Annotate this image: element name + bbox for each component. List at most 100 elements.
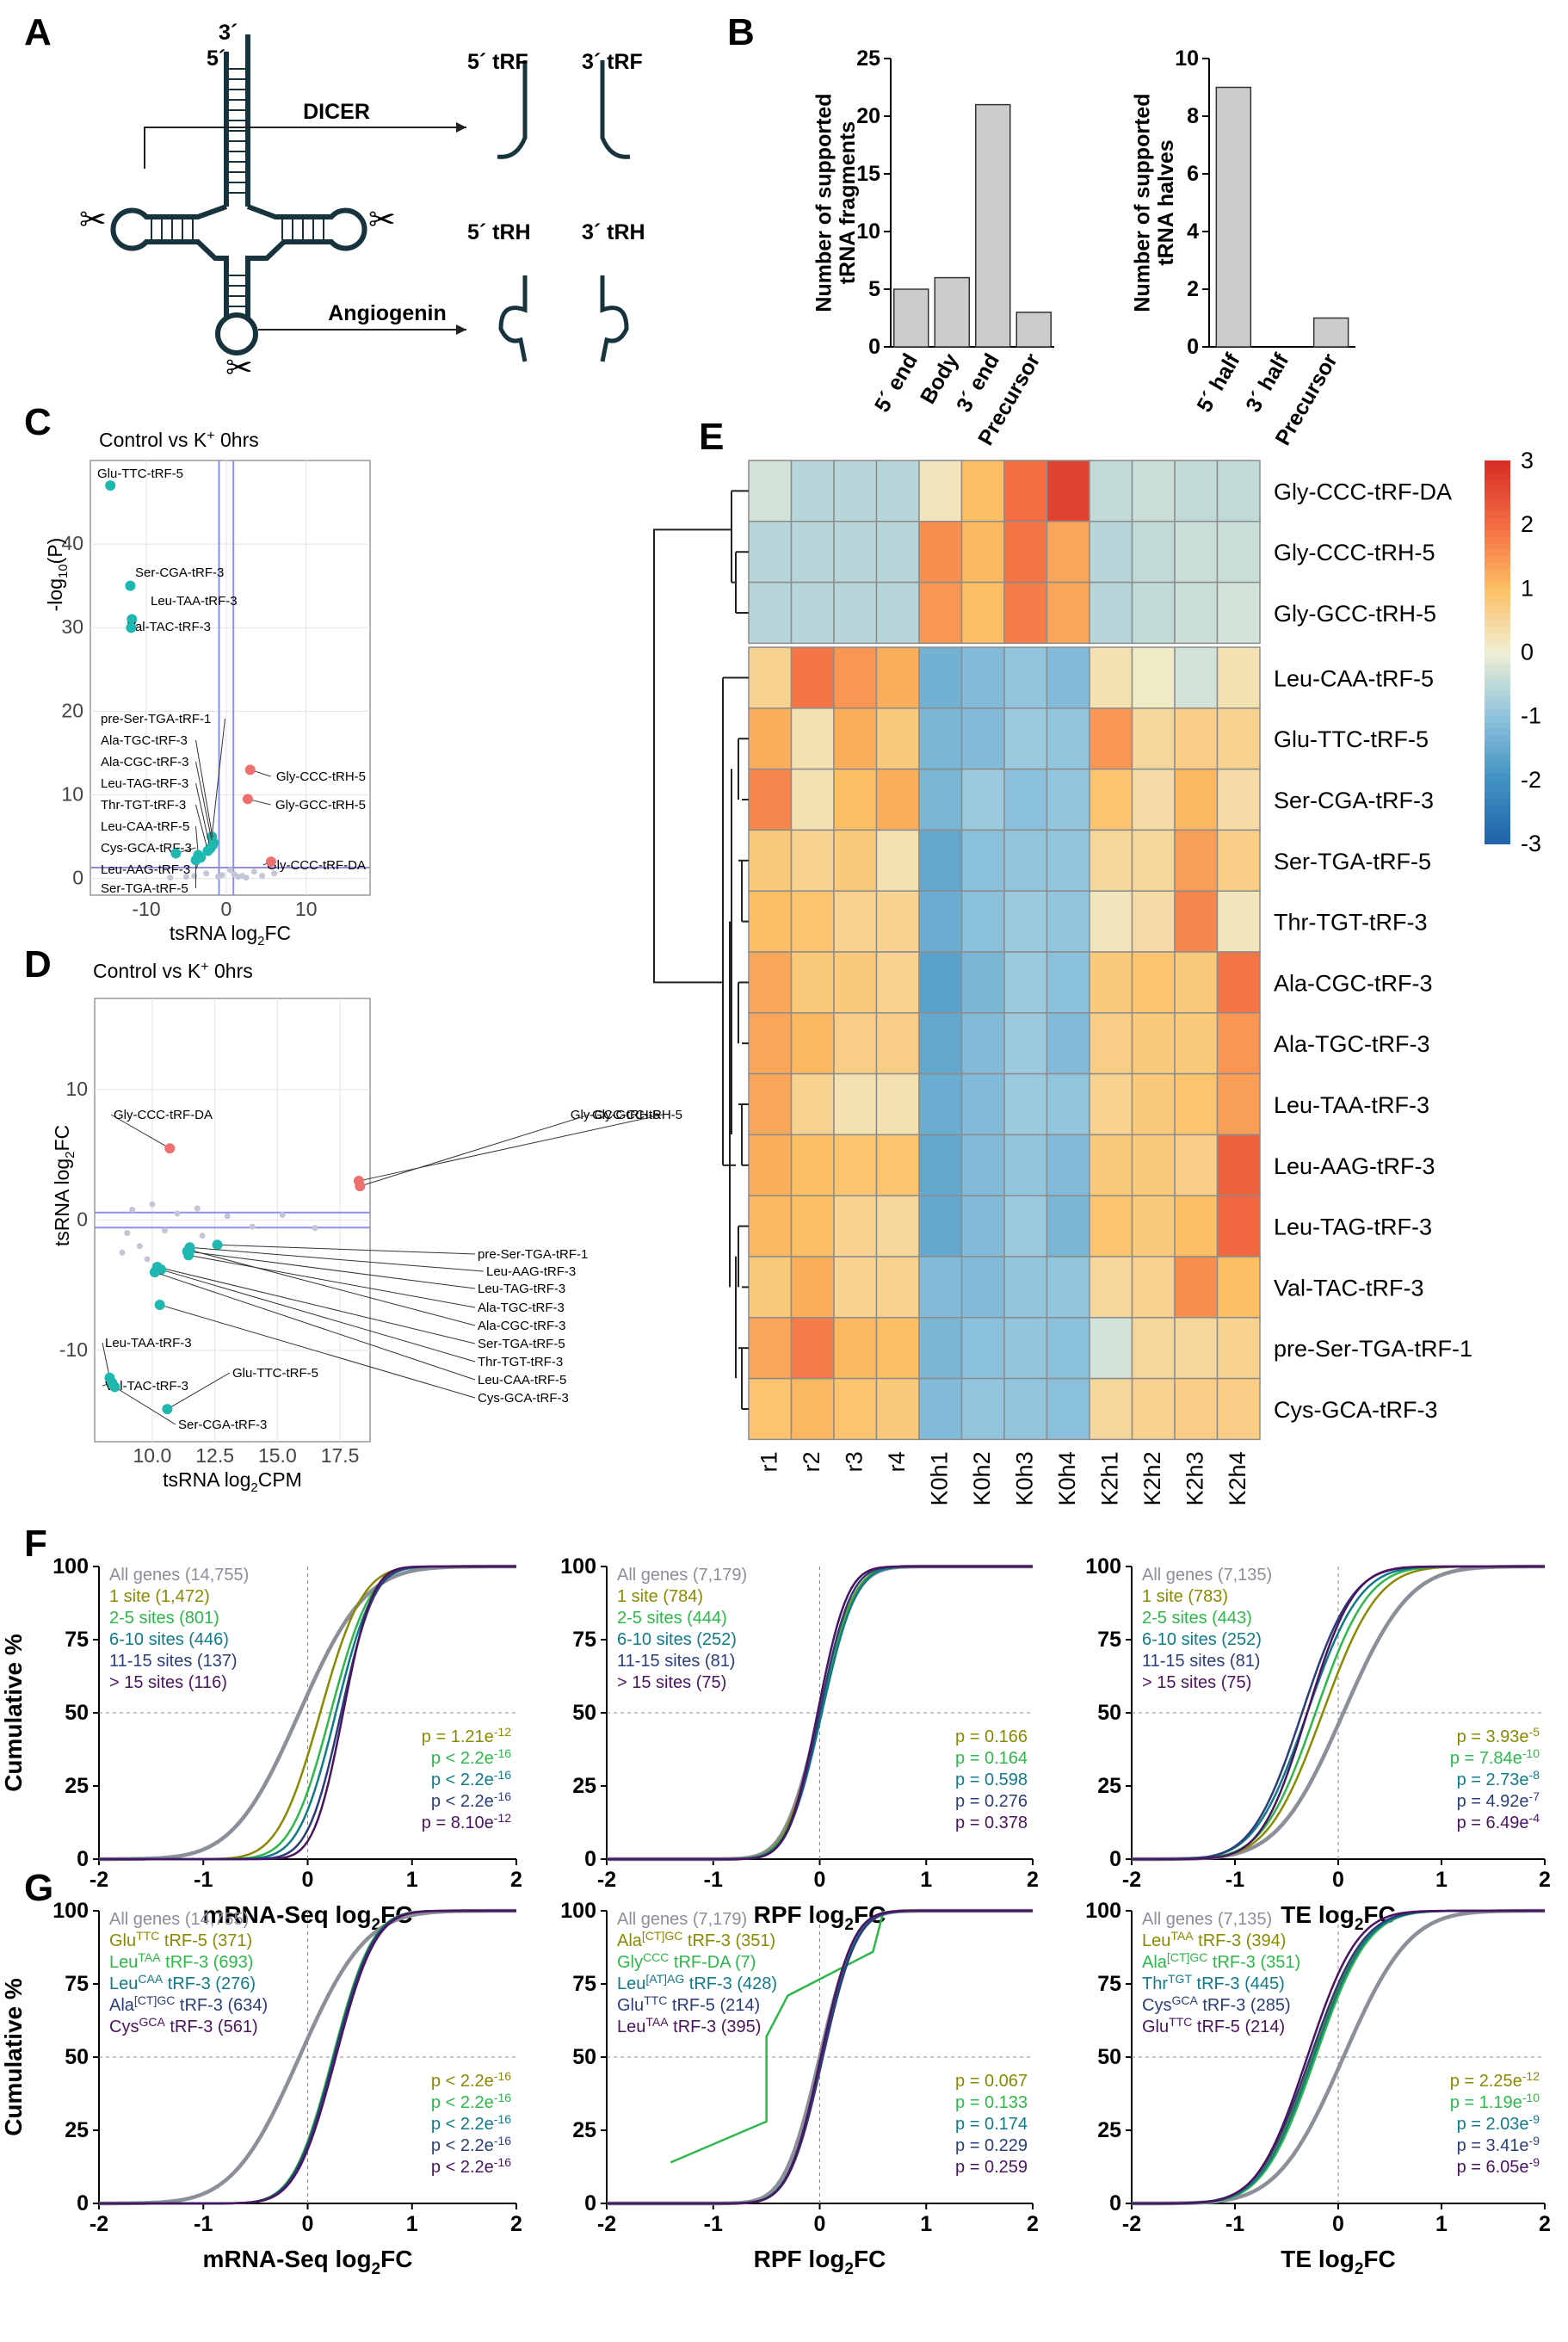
x-tick-label: -2 — [597, 1868, 616, 1892]
leader-line — [189, 1249, 476, 1326]
x-tick-label: -1 — [704, 1868, 723, 1892]
x-tick-label: 2 — [1539, 2212, 1551, 2236]
panel-label-e: E — [699, 416, 724, 458]
data-point — [164, 1143, 176, 1154]
scale-swatch — [1485, 664, 1510, 672]
heatmap-cell — [1089, 708, 1133, 770]
heatmap-cell — [1131, 1012, 1176, 1075]
heatmap-cell — [1131, 521, 1176, 584]
point-label: Cys-GCA-tRF-3 — [478, 1391, 569, 1406]
p-value: p = 1.19e-10 — [1450, 2091, 1540, 2112]
legend-entry: 11-15 sites (137) — [109, 1652, 238, 1671]
y-tick-label: 75 — [572, 1972, 596, 1996]
point-label: Gly-GCC-tRH-5 — [592, 1108, 682, 1122]
heatmap-cell — [790, 1377, 835, 1441]
p-value: p = 0.174 — [955, 2115, 1028, 2134]
heatmap-cell — [833, 1195, 878, 1258]
heatmap-cell — [875, 581, 920, 645]
y-tick-label: 6 — [1187, 162, 1199, 186]
dendrogram-branch — [653, 528, 732, 984]
point-label: Cys-GCA-tRF-3 — [101, 841, 192, 856]
data-point — [129, 1206, 136, 1213]
row-label: Leu-AAG-tRF-3 — [1274, 1153, 1435, 1179]
y-tick-label: 25 — [572, 2118, 596, 2142]
scale-swatch — [1485, 773, 1510, 781]
scale-swatch — [1485, 549, 1510, 558]
scale-swatch — [1485, 824, 1510, 832]
y-tick-label: 0 — [868, 335, 880, 359]
data-point — [124, 1230, 131, 1237]
x-tick-label: -2 — [1122, 2212, 1141, 2236]
leader-line — [188, 1254, 476, 1308]
data-point — [162, 1404, 173, 1415]
point-label: Leu-TAA-tRF-3 — [105, 1336, 192, 1350]
heatmap-cell — [1216, 1134, 1261, 1196]
y-tick-label: 50 — [65, 1701, 89, 1725]
heatmap-cell — [833, 646, 878, 709]
heatmap-cell — [960, 890, 1005, 953]
heatmap-cell — [1046, 521, 1090, 584]
data-point — [355, 1181, 366, 1192]
heatmap-cell — [1046, 708, 1090, 770]
heatmap-cell — [918, 890, 963, 953]
data-point — [249, 1223, 256, 1230]
heatmap-cell — [1046, 768, 1090, 831]
heatmap-cell — [960, 521, 1005, 584]
y-tick-label: 75 — [572, 1628, 596, 1652]
x-tick-label: 2 — [1539, 1868, 1551, 1892]
scale-swatch — [1485, 479, 1510, 487]
data-point — [224, 1213, 231, 1220]
scissors-icon: ✂ — [79, 202, 107, 238]
heatmap-cell — [1174, 521, 1219, 584]
heatmap-cell — [748, 890, 793, 953]
heatmap-cell — [918, 460, 963, 522]
legend-entry: 1 site (783) — [1142, 1587, 1228, 1606]
bar — [1312, 317, 1349, 348]
data-point — [105, 480, 116, 491]
heatmap-cell — [960, 951, 1005, 1014]
heatmap-cell — [875, 460, 920, 522]
heatmap-cell — [790, 1072, 835, 1136]
scale-swatch — [1485, 620, 1510, 627]
p-value: p < 2.2e-16 — [431, 1789, 511, 1811]
p-value: p = 0.067 — [955, 2072, 1028, 2091]
y-tick-label: 100 — [560, 1899, 596, 1923]
leader-line — [167, 1372, 231, 1410]
stem-rungs — [151, 68, 324, 307]
heatmap-cell — [918, 581, 963, 645]
heatmap-cell — [918, 768, 963, 831]
y-tick-label: 100 — [1085, 1899, 1121, 1923]
x-tick-label: -1 — [1225, 2212, 1244, 2236]
heatmap-cell — [833, 768, 878, 831]
heatmap-cell — [1174, 460, 1219, 522]
heatmap-cell — [918, 646, 963, 709]
heatmap-cell — [875, 829, 920, 892]
y-tick-label: 0 — [1109, 1847, 1121, 1871]
fragment-icons — [497, 60, 631, 362]
legend-entry: 6-10 sites (252) — [617, 1630, 737, 1649]
row-label: Ser-TGA-tRF-5 — [1274, 849, 1431, 874]
col-label: K2h4 — [1225, 1451, 1250, 1505]
data-point — [202, 845, 213, 856]
scale-swatch — [1485, 575, 1510, 583]
heatmap-cell — [1003, 768, 1048, 831]
heatmap-cell — [1046, 460, 1090, 522]
heatmap-cell — [1131, 460, 1176, 522]
scale-swatch — [1485, 594, 1510, 602]
legend-entry: 2-5 sites (444) — [617, 1609, 727, 1628]
heatmap-cell — [748, 646, 793, 709]
y-axis-label: Number of supportedtRNA fragments — [812, 93, 861, 312]
scale-tick: -3 — [1521, 831, 1541, 856]
data-point — [126, 622, 137, 633]
leader-line — [360, 1114, 590, 1187]
x-tick-label: -10 — [132, 898, 160, 920]
heatmap-cell — [790, 646, 835, 709]
heatmap-cell — [1089, 1317, 1133, 1380]
series-line — [99, 1565, 516, 1861]
data-point — [149, 1201, 156, 1208]
y-tick-label: 75 — [1097, 1628, 1121, 1652]
heatmap-cell — [1216, 1317, 1261, 1380]
point-label: Glu-TTC-tRF-5 — [232, 1366, 318, 1381]
legend-entry: CysGCA tRF-3 (561) — [109, 2015, 258, 2036]
data-point — [191, 873, 198, 880]
